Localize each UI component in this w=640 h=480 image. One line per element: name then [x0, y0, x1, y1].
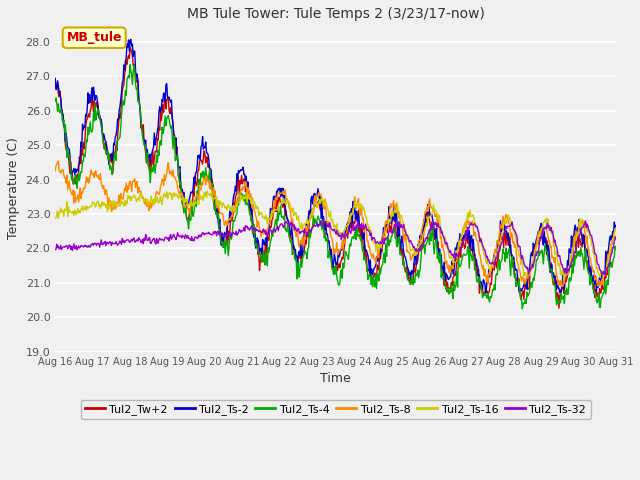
Legend: Tul2_Tw+2, Tul2_Ts-2, Tul2_Ts-4, Tul2_Ts-8, Tul2_Ts-16, Tul2_Ts-32: Tul2_Tw+2, Tul2_Ts-2, Tul2_Ts-4, Tul2_Ts…: [81, 400, 591, 420]
Text: MB_tule: MB_tule: [67, 31, 122, 44]
Title: MB Tule Tower: Tule Temps 2 (3/23/17-now): MB Tule Tower: Tule Temps 2 (3/23/17-now…: [187, 7, 484, 21]
X-axis label: Time: Time: [320, 372, 351, 385]
Y-axis label: Temperature (C): Temperature (C): [7, 137, 20, 239]
